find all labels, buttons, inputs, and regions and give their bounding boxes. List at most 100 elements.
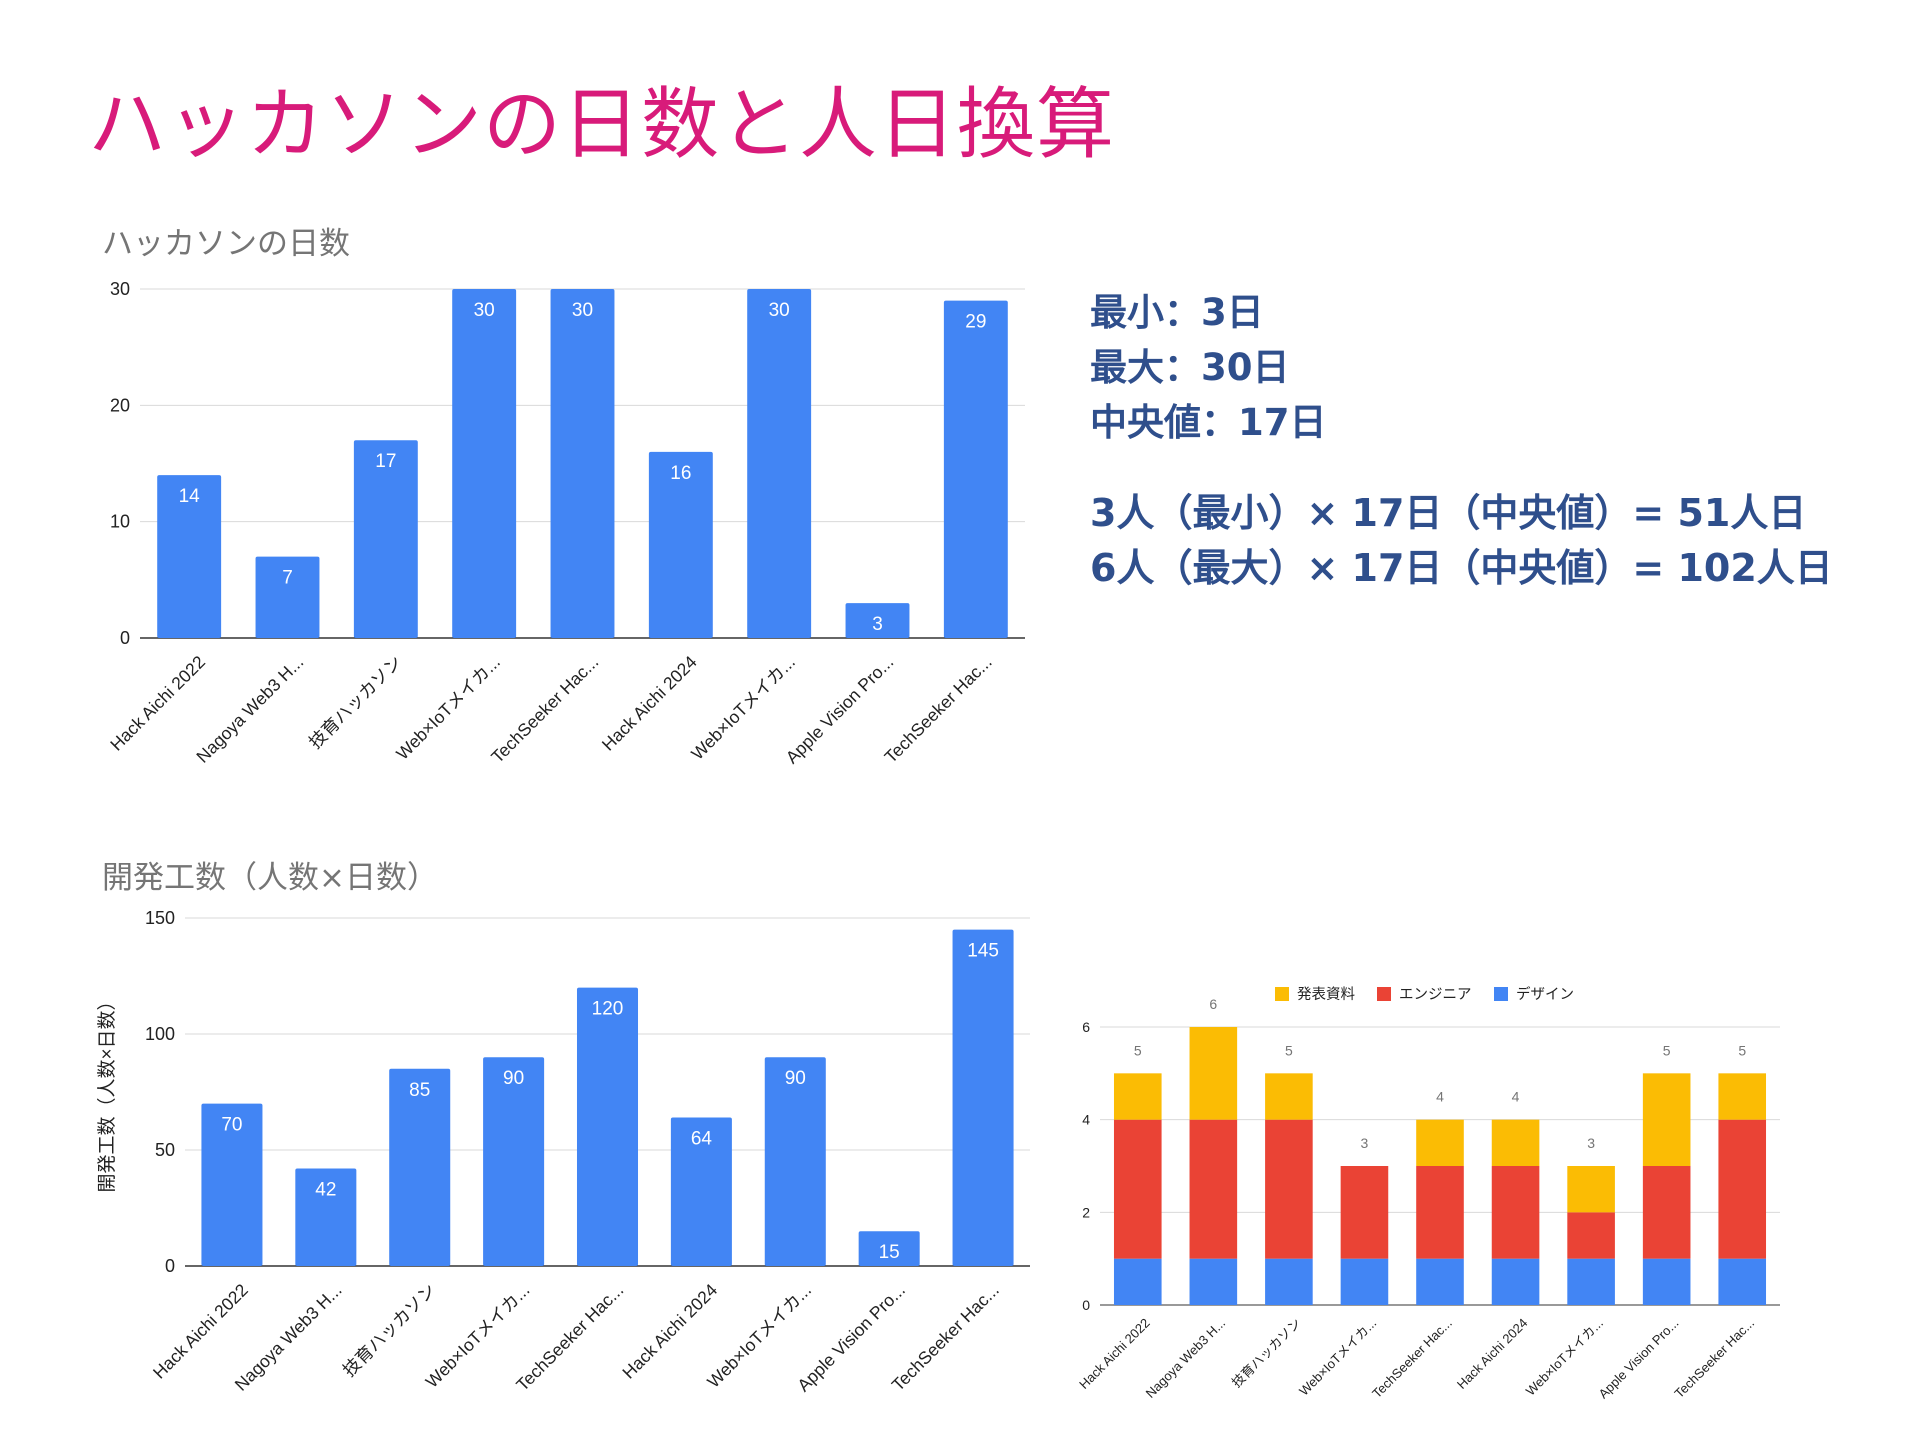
days-x-tick-label: Nagoya Web3 H... <box>192 652 307 767</box>
effort-bar <box>483 1057 545 1266</box>
calc-max: 6人（最大）× 17日（中央値）= 102人日 <box>1090 546 1833 590</box>
stack-bar-segment <box>1567 1212 1615 1259</box>
stack-bar-segment <box>1265 1119 1313 1259</box>
stack-bar-segment <box>1718 1119 1767 1259</box>
effort-data-label: 42 <box>315 1180 336 1201</box>
stack-y-tick-label: 2 <box>1082 1204 1090 1220</box>
legend-label: 発表資料 <box>1297 986 1355 1003</box>
days-data-label: 30 <box>474 300 495 321</box>
stat-min: 最小：3日 <box>1090 291 1264 334</box>
effort-x-tick-label: 技育ハッカソン <box>339 1280 440 1381</box>
legend-swatch <box>1494 987 1508 1001</box>
days-data-label: 17 <box>375 451 396 472</box>
stack-x-tick-label: Hack Aichi 2024 <box>1454 1315 1531 1392</box>
days-x-tick-label: Hack Aichi 2022 <box>106 652 209 755</box>
effort-bar <box>764 1057 826 1266</box>
effort-data-label: 90 <box>503 1068 524 1089</box>
effort-x-tick-label: Hack Aichi 2022 <box>149 1280 252 1383</box>
days-x-tick-label: TechSeeker Hac... <box>487 652 602 767</box>
legend-label: エンジニア <box>1399 987 1472 1003</box>
stack-x-tick-label: Web×IoTメイカ... <box>1523 1315 1606 1398</box>
team-composition-stacked-chart: 0 2 4 6 5 Hack Aichi 2022 6 Nagoya Web3 H... 5 技育… <box>1076 985 1780 1401</box>
legend-swatch <box>1377 987 1391 1001</box>
stack-y-tick-label: 4 <box>1082 1112 1090 1128</box>
stack-x-tick-label: Nagoya Web3 H... <box>1143 1315 1229 1401</box>
days-bar-chart: 0 10 20 30 14 Hack Aichi 2022 7 Nagoya Web3 H..… <box>106 279 1025 768</box>
days-x-tick-label: Apple Vision Pro... <box>782 652 898 768</box>
stack-bar-segment <box>1113 1258 1162 1305</box>
days-x-tick-label: Web×IoTメイカ... <box>687 652 799 764</box>
stack-y-tick-label: 6 <box>1082 1019 1090 1035</box>
days-bar <box>747 289 812 638</box>
effort-data-label: 120 <box>592 999 624 1020</box>
stack-total-label: 5 <box>1738 1042 1746 1058</box>
days-y-tick-label: 30 <box>110 279 130 299</box>
effort-data-label: 70 <box>221 1115 242 1136</box>
days-data-label: 30 <box>572 300 593 321</box>
stack-bar-segment <box>1416 1119 1464 1166</box>
days-data-label: 7 <box>282 568 293 589</box>
effort-y-axis-title: 開発工数（人数×日数） <box>96 991 118 1192</box>
stack-bar-segment <box>1189 1119 1238 1259</box>
effort-bar <box>295 1168 357 1266</box>
effort-data-label: 15 <box>879 1242 900 1263</box>
days-bar <box>943 300 1008 638</box>
calc-min: 3人（最小）× 17日（中央値）= 51人日 <box>1090 491 1807 535</box>
days-bar <box>452 289 517 638</box>
stack-bar-segment <box>1491 1119 1540 1166</box>
stack-total-label: 3 <box>1587 1135 1595 1151</box>
days-data-label: 3 <box>872 614 883 635</box>
stack-total-label: 4 <box>1512 1089 1520 1105</box>
stack-bar-segment <box>1642 1258 1691 1305</box>
stack-total-label: 6 <box>1209 996 1217 1012</box>
effort-x-tick-label: Hack Aichi 2024 <box>618 1280 721 1383</box>
stack-bar-segment <box>1491 1258 1540 1305</box>
days-bar <box>648 451 713 638</box>
days-y-tick-label: 0 <box>120 628 130 648</box>
effort-bar <box>576 987 639 1266</box>
stack-bar-segment <box>1718 1258 1767 1305</box>
stack-bar-segment <box>1113 1073 1162 1120</box>
stack-x-tick-label: Apple Vision Pro... <box>1596 1315 1682 1401</box>
legend-swatch <box>1275 987 1289 1001</box>
effort-y-tick-label: 100 <box>145 1024 175 1044</box>
days-data-label: 14 <box>179 486 201 507</box>
stat-max: 最大：30日 <box>1090 346 1290 389</box>
stack-x-tick-label: 技育ハッカソン <box>1229 1315 1304 1390</box>
stack-bar-segment <box>1642 1073 1691 1166</box>
effort-bar <box>858 1231 920 1266</box>
days-bar <box>550 289 615 638</box>
stack-bar-segment <box>1265 1258 1313 1305</box>
stack-total-label: 5 <box>1663 1042 1671 1058</box>
stack-bar-segment <box>1340 1166 1389 1259</box>
stack-total-label: 5 <box>1285 1042 1293 1058</box>
effort-data-label: 90 <box>785 1068 806 1089</box>
stack-bar-segment <box>1189 1027 1238 1120</box>
effort-data-label: 85 <box>409 1080 430 1101</box>
stack-bar-segment <box>1718 1073 1767 1120</box>
effort-bar <box>389 1068 451 1266</box>
effort-y-tick-label: 0 <box>165 1256 175 1276</box>
days-bar <box>157 475 222 638</box>
days-bar <box>353 440 418 638</box>
days-x-tick-label: TechSeeker Hac... <box>880 652 995 767</box>
stack-x-tick-label: Web×IoTメイカ... <box>1296 1315 1379 1398</box>
effort-data-label: 64 <box>691 1129 713 1150</box>
slide-title: ハッカソンの日数と人日換算 <box>88 80 1116 170</box>
days-x-tick-label: Web×IoTメイカ... <box>392 652 504 764</box>
stack-bar-segment <box>1491 1166 1540 1259</box>
effort-y-tick-label: 50 <box>155 1140 175 1160</box>
stack-bar-segment <box>1113 1119 1162 1259</box>
stack-bar-segment <box>1642 1166 1691 1259</box>
days-data-label: 30 <box>769 300 790 321</box>
stack-x-tick-label: TechSeeker Hac... <box>1671 1315 1757 1401</box>
stack-x-tick-label: Hack Aichi 2022 <box>1076 1315 1153 1392</box>
stack-bar-segment <box>1416 1258 1464 1305</box>
stack-bar-segment <box>1416 1166 1464 1259</box>
stack-bar-segment <box>1567 1258 1615 1305</box>
days-y-tick-label: 10 <box>110 512 130 532</box>
effort-bar <box>201 1103 263 1266</box>
days-bar <box>845 603 910 638</box>
stat-median: 中央値：17日 <box>1090 401 1327 444</box>
